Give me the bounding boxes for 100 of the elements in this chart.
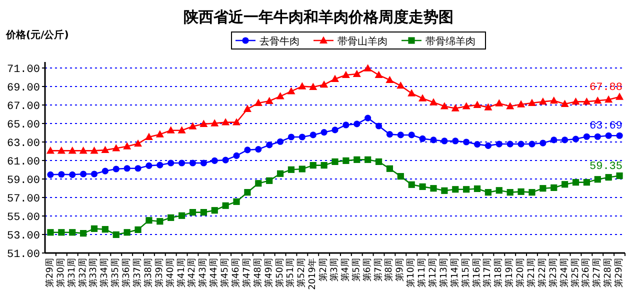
x-tick-label: 第19周 [504,258,516,288]
y-tick-label: 51.00 [6,249,40,261]
point [79,146,88,154]
point [572,97,580,105]
y-axis-title: 价格(元/公斤) [5,29,69,41]
point [168,214,174,221]
x-tick-label: 第8周 [384,258,395,282]
point [178,126,186,134]
x-tick-label: 第34周 [99,258,110,288]
point [47,171,54,178]
point [298,82,306,90]
point [189,160,196,166]
y-tick-label: 69.00 [6,82,40,94]
x-tick-label: 第25周 [570,258,581,288]
x-tick-label: 第27周 [592,258,603,288]
point [441,138,448,144]
point [46,146,54,154]
point [550,96,558,104]
point [288,134,295,140]
point [210,119,219,126]
point [298,166,306,172]
point [397,173,404,180]
x-tick-label: 第10周 [406,258,417,288]
legend-label: 带骨绵羊肉 [426,36,476,48]
point [604,95,613,103]
x-tick-label: 第22周 [536,258,548,288]
point [538,97,547,105]
point [134,139,142,147]
point [276,92,284,100]
x-tick-label: 第32周 [77,258,88,288]
point [265,96,274,104]
point [616,132,623,139]
point [332,158,338,165]
legend-label: 去骨牛肉 [260,36,300,48]
x-tick-label: 第36周 [121,258,132,288]
point [386,165,394,172]
point [146,162,152,169]
point [506,189,514,196]
point [233,152,240,159]
point [156,218,164,225]
point [244,146,251,154]
point [255,180,262,187]
point [430,185,437,192]
y-tick-label: 53.00 [6,230,40,242]
point [354,120,360,128]
point [57,146,66,154]
point [144,132,153,140]
x-tick-label: 第14周 [449,258,460,288]
point [178,160,186,166]
x-tick-label: 第51周 [285,258,296,288]
point [562,136,568,144]
x-tick-label: 第3周 [329,258,340,282]
point [233,198,240,205]
x-tick-label: 第24周 [558,258,570,288]
y-tick-label: 57.00 [6,194,40,206]
point [364,114,372,122]
point [518,140,524,148]
x-tick-label: 第29周 [614,258,625,288]
x-tick-label: 第35周 [110,258,122,288]
point [243,104,252,112]
x-tick-label: 第49周 [263,258,274,288]
x-tick-label: 第13周 [438,258,450,288]
point [572,136,580,142]
x-tick-label: 第23周 [548,258,559,288]
point [354,156,360,163]
point [320,162,328,169]
point [254,98,262,106]
point [518,188,524,195]
point [310,162,316,169]
x-tick-label: 第20周 [515,258,526,288]
point [616,172,623,180]
point [342,122,350,128]
chart-title: 陕西省近一年牛肉和羊肉价格周度走势图 [184,8,454,26]
point [550,184,558,191]
point [396,81,405,89]
point [616,92,624,100]
point [211,207,218,214]
point [496,187,502,194]
point [517,100,526,108]
point [451,104,460,112]
point [496,140,502,148]
point [594,96,602,104]
point [332,126,338,134]
point [408,181,415,188]
point [364,64,372,72]
point [342,70,350,78]
x-tick-label: 第2周 [318,258,330,282]
point [102,168,108,174]
point [352,70,361,78]
point [244,189,251,196]
point [572,179,580,186]
point [69,171,76,178]
point [452,138,459,144]
point [156,162,164,168]
point [605,132,612,139]
point [474,141,481,148]
point [80,230,87,237]
point [166,126,175,134]
point [298,134,306,140]
point [408,89,416,96]
